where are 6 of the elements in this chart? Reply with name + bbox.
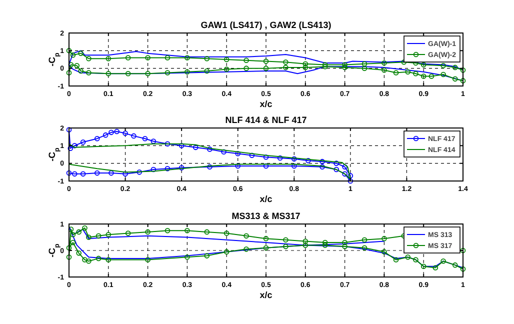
chart-title: MS313 & MS317	[232, 211, 300, 221]
x-axis-title: x/c	[260, 194, 272, 204]
x-axis-title: x/c	[260, 290, 272, 300]
chart-title: GAW1 (LS417) , GAW2 (LS413)	[200, 20, 332, 30]
chart-title: NLF 414 & NLF 417	[225, 115, 307, 125]
x-axis-title: x/c	[260, 99, 272, 109]
